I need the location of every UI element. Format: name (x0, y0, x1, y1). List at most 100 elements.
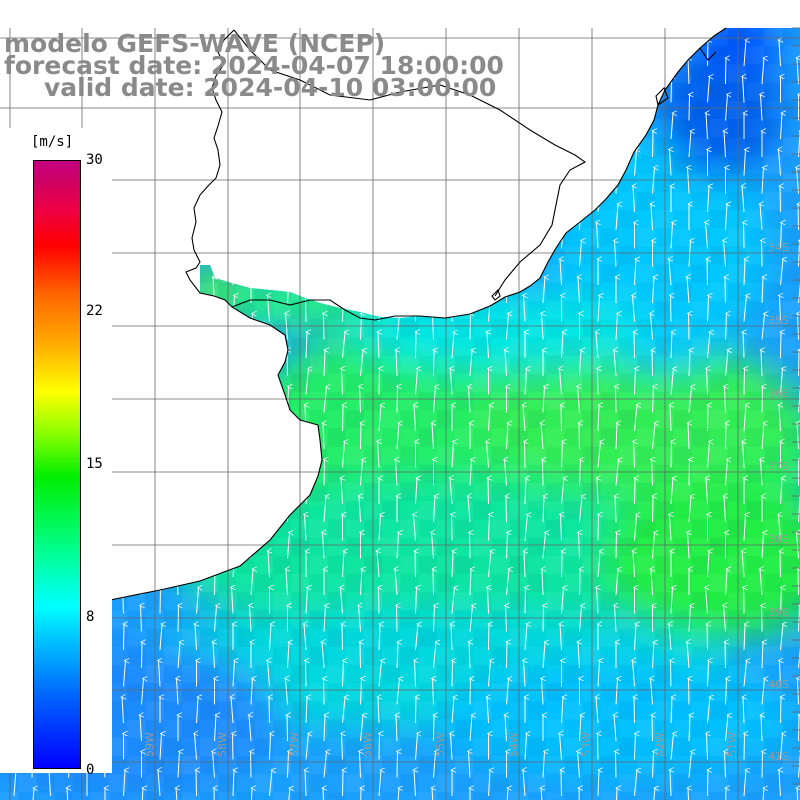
wind-arrow (305, 770, 306, 797)
wind-arrow (671, 332, 672, 359)
wind-arrow (469, 752, 471, 778)
wind-arrow (286, 569, 288, 596)
wind-arrow (779, 150, 781, 176)
wind-arrow (742, 186, 744, 213)
wind-arrow (633, 661, 635, 687)
wind-arrow (688, 788, 689, 800)
latitude-label: 35S (768, 314, 789, 327)
coastline (0, 27, 727, 626)
wind-arrow (342, 734, 343, 760)
wind-arrow (359, 496, 361, 523)
wind-arrow (708, 405, 709, 432)
wind-arrow (377, 551, 379, 578)
wind-arrow (159, 734, 162, 760)
wind-arrow (762, 606, 763, 632)
wind-arrow (397, 387, 398, 413)
wind-arrow (124, 624, 125, 651)
wind-arrow (598, 405, 599, 432)
wind-arrow (762, 387, 763, 413)
wind-arrow (324, 314, 325, 340)
wind-arrow (323, 752, 327, 778)
wind-arrow (306, 332, 307, 359)
wind-arrow (342, 624, 343, 651)
wind-arrow (142, 642, 143, 669)
model-title: modelo GEFS-WAVE (NCEP) (4, 29, 386, 58)
wind-arrow (761, 314, 765, 340)
longitude-label: 59W (143, 732, 156, 757)
wind-arrow (13, 770, 16, 797)
wind-arrow (781, 697, 782, 724)
wind-arrow (433, 679, 434, 705)
wind-arrow (177, 642, 180, 669)
wind-arrow (506, 606, 507, 632)
wind-arrow (323, 496, 326, 523)
latitude-label: 39S (768, 606, 789, 619)
wind-arrow (415, 624, 419, 651)
wind-arrow (360, 350, 364, 377)
wind-arrow (597, 588, 599, 614)
wind-arrow (195, 624, 197, 651)
wind-arrow (342, 551, 345, 578)
wind-arrow (652, 642, 655, 669)
wind-arrow (780, 113, 783, 140)
wind-arrow (670, 223, 673, 249)
wind-arrow (780, 661, 781, 687)
wind-arrow (561, 588, 564, 614)
wind-arrow (707, 259, 708, 286)
wind-arrow (726, 314, 727, 340)
wind-arrow (760, 204, 762, 231)
wind-arrow (688, 387, 692, 413)
wind-arrow (598, 770, 599, 797)
wind-arrow (616, 533, 617, 559)
wind-arrow (688, 423, 689, 450)
wind-arrow (780, 624, 784, 651)
wind-arrow (671, 442, 672, 468)
wind-arrow (671, 697, 672, 724)
wind-arrow (743, 515, 746, 541)
wind-arrow (707, 77, 710, 103)
wind-arrow (653, 387, 654, 413)
wind-arrow (543, 606, 544, 632)
wind-arrow (416, 697, 417, 724)
wind-arrow (488, 551, 492, 578)
wind-arrow (707, 734, 708, 760)
wind-arrow (744, 369, 745, 395)
wind-arrow (488, 405, 491, 432)
wind-arrow (561, 770, 562, 797)
wind-arrow (67, 788, 69, 800)
wind-arrow (761, 423, 764, 450)
wind-arrow (251, 752, 252, 778)
wind-arrow (597, 478, 598, 505)
wind-arrow (616, 387, 617, 413)
wind-arrow (797, 533, 799, 559)
wind-arrow (743, 442, 745, 468)
wind-arrow (450, 478, 452, 505)
wind-arrow (760, 569, 762, 596)
wind-arrow (579, 606, 582, 632)
longitude-label: 54W (507, 732, 520, 757)
wind-arrow (561, 332, 564, 359)
wind-arrow (725, 715, 729, 742)
wind-arrow (360, 642, 361, 669)
colorbar-tick-8: 8 (86, 609, 95, 625)
wind-arrow (743, 40, 746, 67)
wind-arrow (560, 734, 562, 760)
wind-arrow (506, 569, 510, 596)
wind-arrow (287, 715, 288, 742)
wind-arrow (598, 515, 599, 541)
wind-arrow (251, 788, 252, 800)
wind-arrow (743, 697, 744, 724)
wind-arrow (214, 788, 215, 800)
wind-arrow (360, 387, 361, 413)
wind-arrow (542, 642, 545, 669)
wind-arrow (597, 296, 600, 322)
wind-arrow (780, 186, 781, 213)
wind-arrow (306, 296, 307, 322)
wind-arrow (433, 569, 434, 596)
wind-arrow (434, 715, 435, 742)
wind-arrow (343, 661, 344, 687)
wind-arrow (560, 624, 562, 651)
wind-arrow (451, 442, 454, 468)
wind-arrow (452, 661, 453, 687)
wind-arrow (578, 277, 580, 304)
